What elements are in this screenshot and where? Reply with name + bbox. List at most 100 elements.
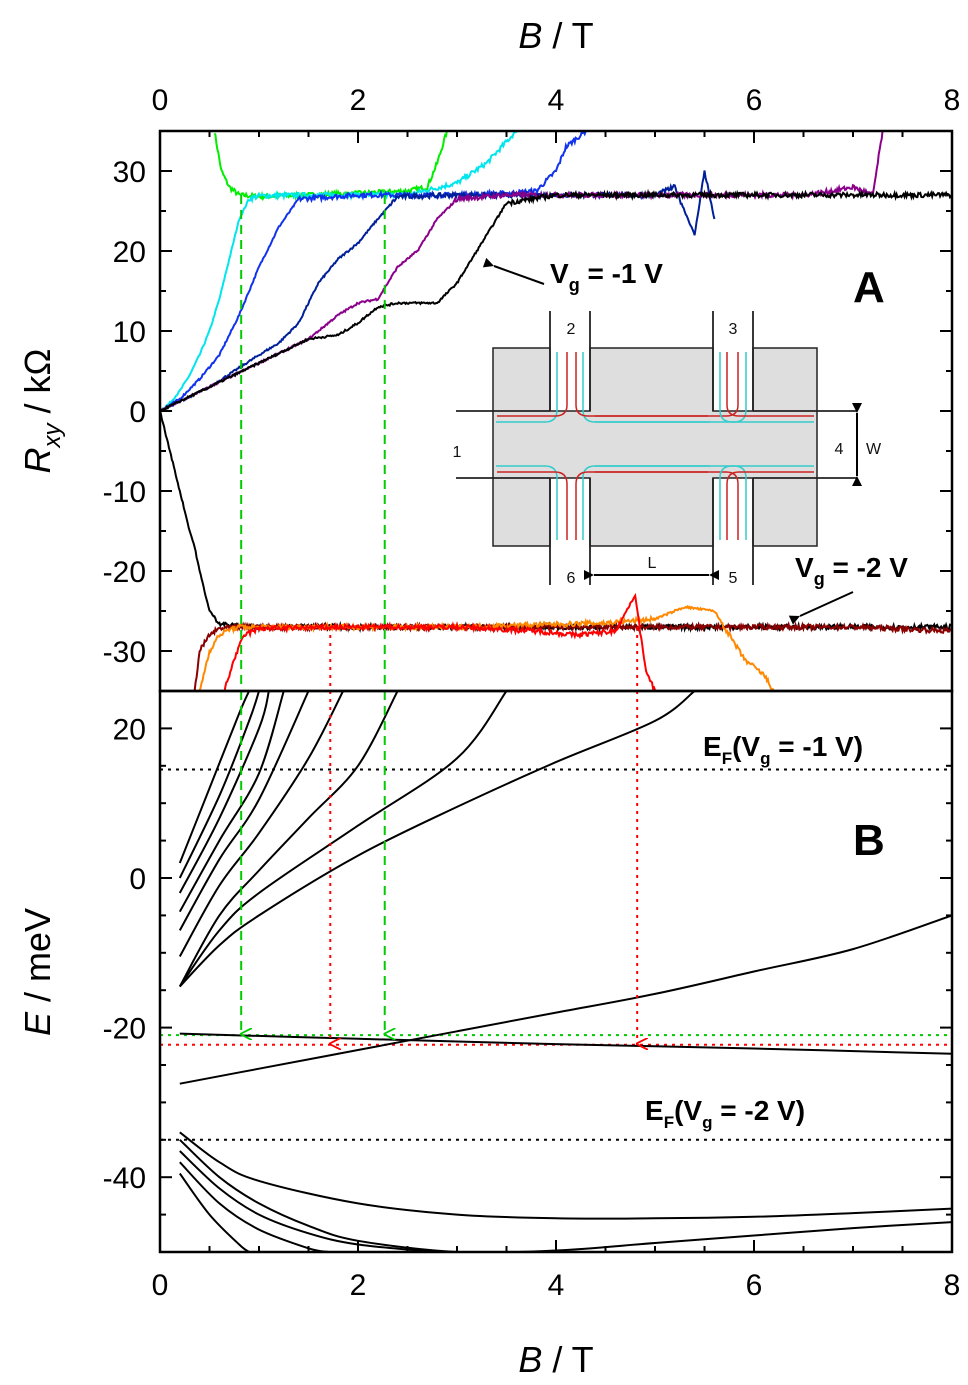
top-xtick-label: 0 [152, 84, 169, 117]
ytick-label-a: -20 [103, 556, 146, 589]
top-axis-title-var: B [518, 15, 542, 56]
bottom-axis-title: B / T [518, 1339, 593, 1380]
energy-axis-title-var: E [17, 1011, 58, 1036]
edge-channel-14 [719, 465, 814, 540]
rxy-axis-title-unit: / kΩ [17, 349, 58, 424]
edge-channel-13 [595, 471, 739, 540]
edge-channel-8 [496, 465, 558, 540]
ytick-label-a: -30 [103, 636, 146, 669]
terminal-label-4: 4 [835, 441, 844, 458]
rxy-axis-title-sub: xy [39, 421, 66, 448]
annotation-vg-2-rest: = -2 V [825, 552, 909, 583]
edge-channel-7 [726, 352, 814, 417]
landau-level-10 [179, 1032, 952, 1055]
ytick-label-a: 10 [113, 316, 146, 349]
annotation-ef-1-f: F [722, 749, 732, 768]
rxy-axis-title-var: R [17, 447, 58, 473]
ytick-label-a: 0 [129, 396, 146, 429]
terminal-label-2: 2 [567, 321, 576, 338]
edge-channel-3 [575, 352, 708, 417]
panel-a-series [160, 131, 952, 691]
annotation-ef-2-rest: = -2 V) [712, 1095, 805, 1126]
rxy-series-9 [223, 592, 656, 691]
annotation-vg-1-sub: g [569, 275, 580, 295]
edge-channel-10 [582, 465, 710, 540]
annotation-vg-1-rest: = -1 V [580, 258, 664, 289]
bottom-xtick-label: 2 [350, 1269, 367, 1302]
top-xtick-label: 2 [350, 84, 367, 117]
top-axis-title: B / T [518, 15, 593, 56]
bottom-xtick-label: 6 [746, 1269, 763, 1302]
edge-channel-2 [582, 352, 710, 423]
panel-b-series [160, 691, 952, 1252]
width-label: W [866, 441, 882, 458]
plot-text: 0 2 4 6 8 0 2 4 6 8 30 20 10 0 -10 -20 -30 20 0 -20 -40 B / T… [17, 15, 960, 1380]
bottom-axis-title-unit: / T [542, 1339, 593, 1380]
edge-channel-9 [497, 471, 568, 540]
edge-channel-5 [595, 352, 739, 417]
landau-level-8 [179, 691, 696, 988]
energy-axis-title: E / meV [17, 908, 58, 1036]
bottom-axis-title-var: B [518, 1339, 542, 1380]
landau-level-14 [179, 1161, 329, 1252]
ytick-label-b: 20 [113, 713, 146, 746]
energy-axis-title-unit: / meV [17, 908, 58, 1012]
edge-channel-11 [575, 471, 708, 540]
edge-channel-15 [726, 471, 814, 540]
landau-level-11 [179, 1131, 952, 1220]
annotation-ef-1: EF(Vg = -1 V) [703, 731, 863, 768]
ytick-label-a: 20 [113, 236, 146, 269]
terminal-label-5: 5 [729, 570, 738, 587]
bottom-xtick-label: 8 [944, 1269, 961, 1302]
landau-level-3 [178, 691, 285, 913]
annotation-vg-1-arrow [482, 257, 545, 285]
annotation-vg-1-base: V [550, 258, 569, 289]
edge-channel-1 [497, 352, 568, 417]
frame-b [158, 689, 954, 1254]
terminal-label-6: 6 [567, 570, 576, 587]
landau-level-6 [178, 691, 399, 987]
plot-content [160, 131, 952, 1252]
top-axis-title-unit: / T [542, 15, 593, 56]
rxy-series-1 [160, 131, 518, 412]
annotation-vg-1: Vg = -1 V [550, 258, 663, 295]
terminal-label-3: 3 [729, 321, 738, 338]
rxy-axis-title: Rxy / kΩ [17, 349, 66, 474]
ytick-label-a: -10 [103, 476, 146, 509]
hall-bar-shape [492, 347, 818, 547]
annotation-ef-1-g: g [760, 749, 770, 768]
annotation-ef-1-e: E [703, 731, 722, 762]
annotation-ef-2-e: E [645, 1095, 664, 1126]
plot-frames [158, 129, 954, 1254]
annotation-vg-2-sub: g [814, 569, 825, 589]
landau-level-7 [178, 691, 508, 988]
landau-level-9 [179, 914, 952, 1085]
edge-channel-0 [496, 352, 558, 423]
annotation-ef-2-f: F [664, 1113, 674, 1132]
annotation-vg-2: Vg = -2 V [795, 552, 908, 589]
landau-level-4 [178, 691, 310, 931]
top-xtick-label: 4 [548, 84, 565, 117]
bottom-xtick-label: 0 [152, 1269, 169, 1302]
annotation-ef-1-p: (V [732, 731, 760, 762]
landau-level-1 [178, 691, 260, 879]
landau-level-2 [178, 691, 270, 894]
ytick-label-b: -40 [103, 1162, 146, 1195]
ytick-label-b: 0 [129, 863, 146, 896]
panel-label-a: A [853, 263, 885, 312]
ytick-label-a: 30 [113, 156, 146, 189]
panel-label-b: B [853, 816, 885, 865]
length-label: L [648, 555, 657, 572]
landau-level-15 [178, 1172, 250, 1252]
rxy-series-5 [160, 188, 952, 412]
top-xtick-label: 8 [944, 84, 961, 117]
annotation-ef-2-g: g [702, 1113, 712, 1132]
ytick-label-b: -20 [103, 1013, 146, 1046]
annotation-ef-2: EF(Vg = -2 V) [645, 1095, 805, 1132]
annotation-vg-2-arrow [788, 591, 854, 625]
bottom-xtick-label: 4 [548, 1269, 565, 1302]
landau-level-12 [179, 1139, 952, 1252]
landau-level-13 [179, 1150, 438, 1252]
terminal-label-1: 1 [453, 444, 462, 461]
